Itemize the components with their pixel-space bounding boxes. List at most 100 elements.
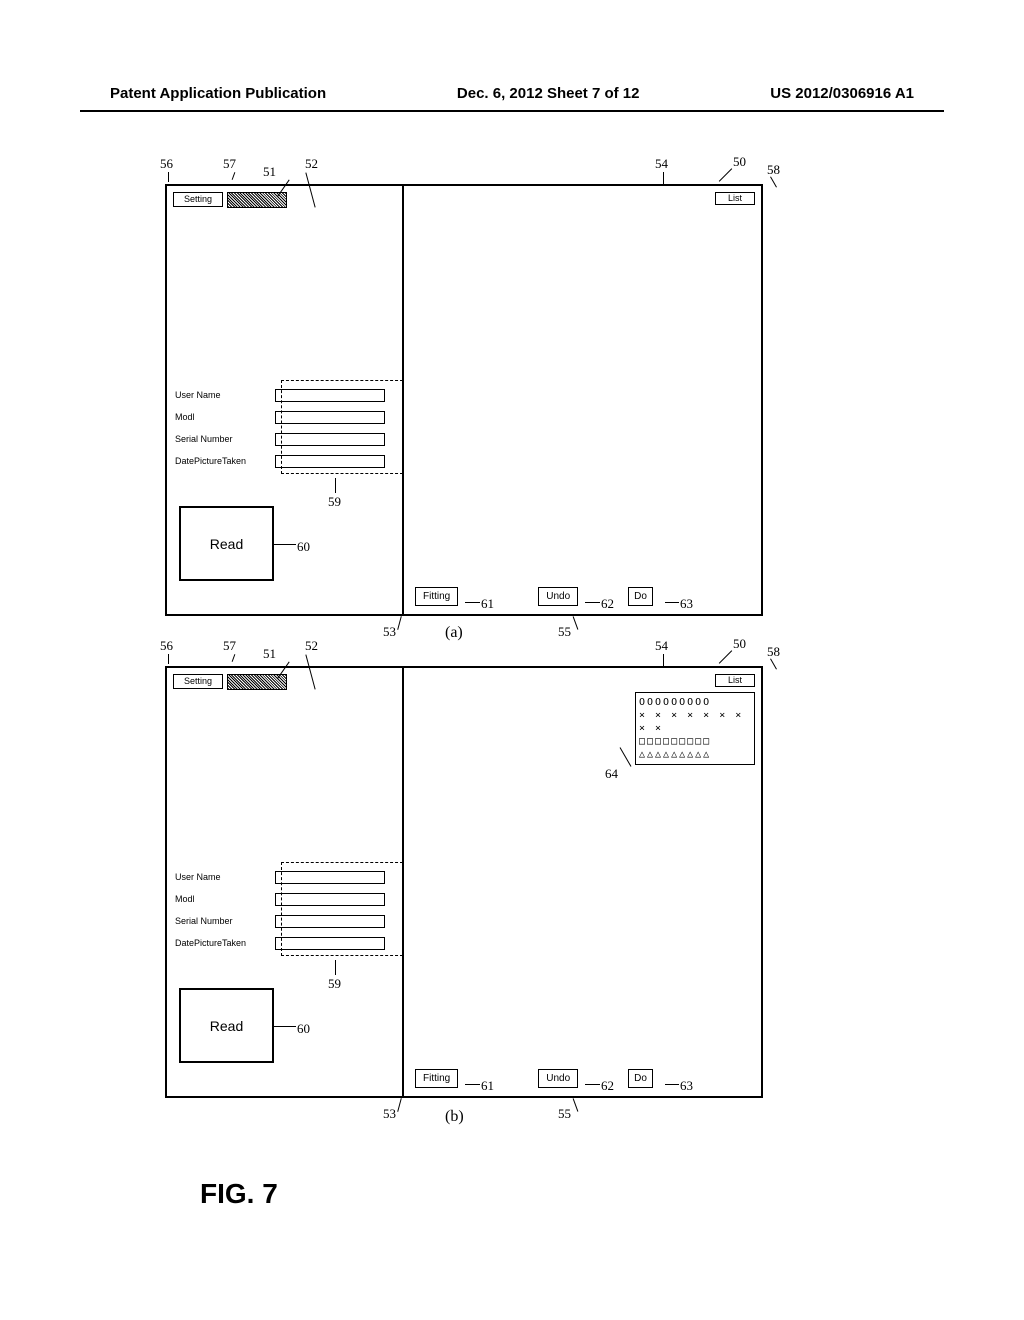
co-60b: 60 bbox=[297, 1021, 310, 1037]
bottom-buttons: Fitting Undo Do bbox=[415, 587, 753, 606]
input-date[interactable] bbox=[275, 455, 385, 468]
row-date: DatePictureTaken bbox=[175, 452, 395, 470]
co-55b: 55 bbox=[558, 1106, 571, 1122]
undo-button-b[interactable]: Undo bbox=[538, 1069, 578, 1088]
label-modl-b: Modl bbox=[175, 894, 275, 904]
list-button[interactable]: List bbox=[715, 192, 755, 205]
co-53: 53 bbox=[383, 624, 396, 640]
fitting-button-b[interactable]: Fitting bbox=[415, 1069, 458, 1088]
panel-divider bbox=[402, 186, 404, 614]
lp-row2: × × × × × × × × × bbox=[639, 709, 751, 735]
co-58b: 58 bbox=[767, 644, 780, 660]
page-header: Patent Application Publication Dec. 6, 2… bbox=[0, 85, 1024, 102]
co-56b: 56 bbox=[160, 638, 173, 654]
lead-53b bbox=[397, 1098, 402, 1112]
co-50: 50 bbox=[733, 154, 746, 170]
row-modl: Modl bbox=[175, 408, 395, 426]
lead-60b bbox=[274, 1026, 296, 1027]
co-57b: 57 bbox=[223, 638, 236, 654]
lead-57b bbox=[232, 654, 236, 662]
lead-61 bbox=[465, 602, 480, 603]
do-button-b[interactable]: Do bbox=[628, 1069, 653, 1088]
input-modl[interactable] bbox=[275, 411, 385, 424]
row-serial-b: Serial Number bbox=[175, 912, 395, 930]
bottom-buttons-b: Fitting Undo Do bbox=[415, 1069, 753, 1088]
co-54b: 54 bbox=[655, 638, 668, 654]
co-52: 52 bbox=[305, 156, 318, 172]
undo-button[interactable]: Undo bbox=[538, 587, 578, 606]
co-53b: 53 bbox=[383, 1106, 396, 1122]
co-63b: 63 bbox=[680, 1078, 693, 1094]
lead-60 bbox=[274, 544, 296, 545]
lead-57 bbox=[232, 172, 236, 180]
lead-58 bbox=[770, 177, 777, 188]
co-64: 64 bbox=[605, 766, 618, 782]
co-51b: 51 bbox=[263, 646, 276, 662]
lead-59b bbox=[335, 960, 336, 975]
form-area: User Name Modl Serial Number DatePicture… bbox=[175, 386, 395, 474]
panel-b: Setting List OOOOOOOOO × × × × × × × × ×… bbox=[165, 666, 763, 1098]
co-57: 57 bbox=[223, 156, 236, 172]
input-serial[interactable] bbox=[275, 433, 385, 446]
read-button-b[interactable]: Read bbox=[179, 988, 274, 1063]
label-username: User Name bbox=[175, 390, 275, 400]
lead-59 bbox=[335, 478, 336, 493]
setting-button-b[interactable]: Setting bbox=[173, 674, 223, 689]
read-button[interactable]: Read bbox=[179, 506, 274, 581]
lp-row1: OOOOOOOOO bbox=[639, 696, 751, 709]
label-username-b: User Name bbox=[175, 872, 275, 882]
input-username-b[interactable] bbox=[275, 871, 385, 884]
co-51: 51 bbox=[263, 164, 276, 180]
panel-a-wrap: Setting List User Name Modl Serial Numbe… bbox=[165, 184, 763, 616]
do-button[interactable]: Do bbox=[628, 587, 653, 606]
co-55: 55 bbox=[558, 624, 571, 640]
lead-63b bbox=[665, 1084, 679, 1085]
panel-a: Setting List User Name Modl Serial Numbe… bbox=[165, 184, 763, 616]
lead-53 bbox=[397, 616, 402, 630]
lead-54 bbox=[663, 172, 664, 184]
lead-55b bbox=[573, 1098, 579, 1111]
sub-b: (b) bbox=[445, 1108, 464, 1126]
header-left: Patent Application Publication bbox=[110, 85, 326, 102]
header-rule bbox=[80, 110, 944, 112]
lp-row4: △△△△△△△△△ bbox=[639, 748, 751, 761]
co-63: 63 bbox=[680, 596, 693, 612]
label-modl: Modl bbox=[175, 412, 275, 422]
figure-label: FIG. 7 bbox=[200, 1178, 278, 1210]
fitting-button[interactable]: Fitting bbox=[415, 587, 458, 606]
co-61: 61 bbox=[481, 596, 494, 612]
list-button-b[interactable]: List bbox=[715, 674, 755, 687]
label-date: DatePictureTaken bbox=[175, 456, 275, 466]
lead-55 bbox=[573, 616, 579, 629]
lead-56 bbox=[168, 172, 169, 182]
row-username-b: User Name bbox=[175, 868, 395, 886]
panel-divider-b bbox=[402, 668, 404, 1096]
lead-61b bbox=[465, 1084, 480, 1085]
row-username: User Name bbox=[175, 386, 395, 404]
co-59b: 59 bbox=[328, 976, 341, 992]
input-modl-b[interactable] bbox=[275, 893, 385, 906]
co-58: 58 bbox=[767, 162, 780, 178]
lp-row3: □□□□□□□□□ bbox=[639, 735, 751, 748]
input-date-b[interactable] bbox=[275, 937, 385, 950]
co-62b: 62 bbox=[601, 1078, 614, 1094]
setting-button[interactable]: Setting bbox=[173, 192, 223, 207]
patent-page: Patent Application Publication Dec. 6, 2… bbox=[0, 0, 1024, 1320]
label-date-b: DatePictureTaken bbox=[175, 938, 275, 948]
co-52b: 52 bbox=[305, 638, 318, 654]
lead-63 bbox=[665, 602, 679, 603]
sub-a: (a) bbox=[445, 624, 463, 642]
form-area-b: User Name Modl Serial Number DatePicture… bbox=[175, 868, 395, 956]
panel-b-wrap: Setting List OOOOOOOOO × × × × × × × × ×… bbox=[165, 666, 763, 1098]
lead-56b bbox=[168, 654, 169, 664]
input-serial-b[interactable] bbox=[275, 915, 385, 928]
lead-50b bbox=[719, 650, 732, 663]
co-56: 56 bbox=[160, 156, 173, 172]
co-61b: 61 bbox=[481, 1078, 494, 1094]
co-62: 62 bbox=[601, 596, 614, 612]
label-serial-b: Serial Number bbox=[175, 916, 275, 926]
list-panel-64: OOOOOOOOO × × × × × × × × × □□□□□□□□□ △△… bbox=[635, 692, 755, 765]
input-username[interactable] bbox=[275, 389, 385, 402]
lead-54b bbox=[663, 654, 664, 666]
lead-62b bbox=[585, 1084, 600, 1085]
